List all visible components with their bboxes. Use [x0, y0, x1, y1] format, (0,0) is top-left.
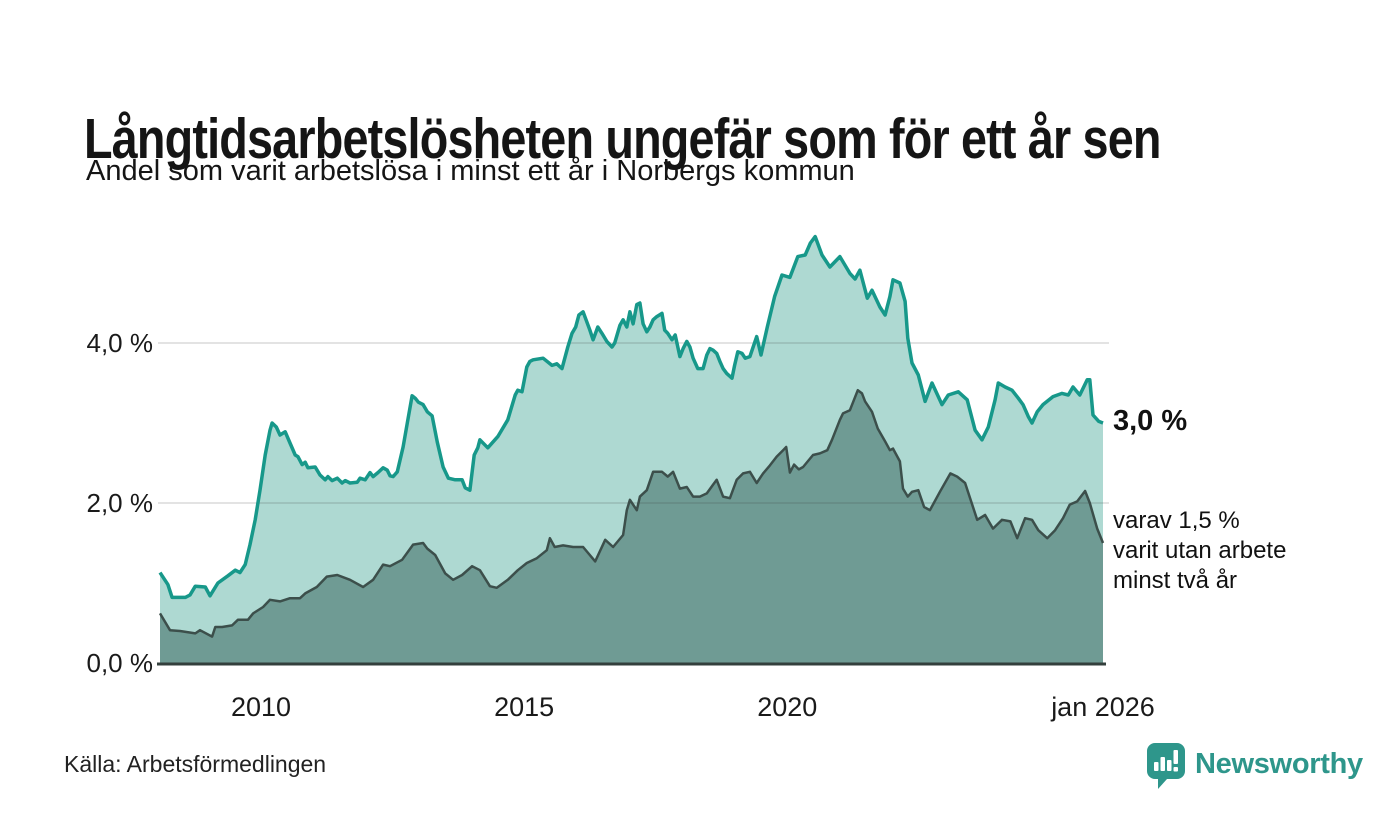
end-value-label: 3,0 %	[1113, 405, 1188, 437]
source-note: Källa: Arbetsförmedlingen	[64, 751, 327, 777]
y-tick-label: 4,0 %	[86, 328, 154, 358]
x-tick-label: jan 2026	[1051, 692, 1155, 722]
y-tick-label: 0,0 %	[86, 648, 154, 678]
y-tick-label: 2,0 %	[86, 488, 154, 518]
page-title: Långtidsarbetslösheten ungefär som för e…	[84, 107, 1161, 172]
branding: Newsworthy	[1146, 742, 1363, 795]
series-2yr-area	[160, 390, 1103, 663]
x-tick-label: 2015	[494, 692, 555, 722]
x-tick-label: 2020	[757, 692, 818, 722]
newsworthy-wordmark: Newsworthy	[1195, 748, 1363, 780]
end-note-label: varav 1,5 % varit utan arbete minst två …	[1113, 506, 1286, 596]
chart-subtitle: Andel som varit arbetslösa i minst ett å…	[86, 155, 855, 187]
end-note-line: varit utan arbete	[1113, 537, 1287, 564]
end-note-line: varav 1,5 %	[1113, 507, 1240, 534]
x-tick-label: 2010	[230, 692, 292, 722]
end-note-line: minst två år	[1113, 567, 1238, 594]
newsworthy-logo-icon	[1146, 742, 1186, 795]
series-1yr-line	[158, 234, 1104, 600]
series-2yr-line	[158, 388, 1105, 638]
